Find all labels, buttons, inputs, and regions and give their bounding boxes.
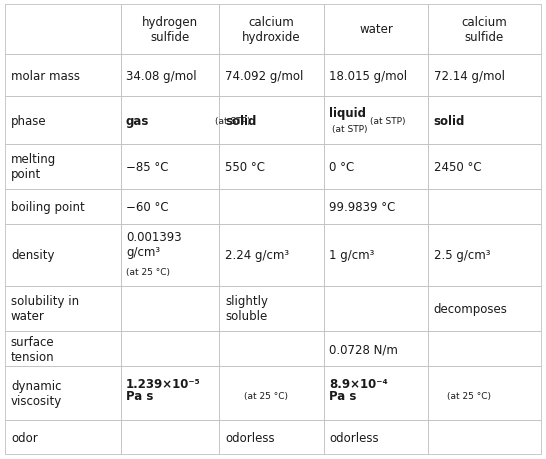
Text: 0.001393
g/cm³: 0.001393 g/cm³ [126, 231, 182, 259]
Bar [5, 420, 121, 454]
Bar [121, 97, 219, 144]
Bar [121, 144, 219, 190]
Bar [324, 420, 428, 454]
Bar [121, 5, 219, 55]
Text: 74.092 g/mol: 74.092 g/mol [225, 70, 304, 83]
Bar [428, 144, 541, 190]
Text: (at 25 °C): (at 25 °C) [244, 391, 288, 400]
Text: odor: odor [11, 431, 38, 443]
Bar [324, 286, 428, 331]
Text: 99.9839 °C: 99.9839 °C [329, 201, 396, 213]
Text: decomposes: decomposes [434, 302, 508, 315]
Bar [428, 366, 541, 420]
Text: (at STP): (at STP) [215, 116, 251, 125]
Bar [428, 224, 541, 286]
Bar [121, 366, 219, 420]
Text: water: water [359, 23, 393, 36]
Bar [219, 144, 324, 190]
Text: solid: solid [225, 114, 256, 127]
Bar [324, 366, 428, 420]
Text: 550 °C: 550 °C [225, 161, 265, 174]
Bar [324, 224, 428, 286]
Text: 1.239×10⁻⁵: 1.239×10⁻⁵ [126, 377, 201, 390]
Bar [324, 5, 428, 55]
Text: slightly
soluble: slightly soluble [225, 295, 268, 323]
Text: melting
point: melting point [11, 153, 56, 181]
Text: calcium
sulfide: calcium sulfide [461, 16, 507, 44]
Bar [428, 55, 541, 97]
Bar [324, 190, 428, 224]
Bar [121, 190, 219, 224]
Text: 72.14 g/mol: 72.14 g/mol [434, 70, 505, 83]
Bar [5, 144, 121, 190]
Bar [5, 286, 121, 331]
Text: −85 °C: −85 °C [126, 161, 169, 174]
Text: 34.08 g/mol: 34.08 g/mol [126, 70, 197, 83]
Text: 2.24 g/cm³: 2.24 g/cm³ [225, 249, 289, 262]
Bar [5, 190, 121, 224]
Text: 0.0728 N/m: 0.0728 N/m [329, 342, 398, 355]
Bar [428, 286, 541, 331]
Bar [219, 366, 324, 420]
Text: (at 25 °C): (at 25 °C) [447, 391, 491, 400]
Bar [5, 5, 121, 55]
Bar [219, 190, 324, 224]
Text: density: density [11, 249, 55, 262]
Text: boiling point: boiling point [11, 201, 85, 213]
Text: 18.015 g/mol: 18.015 g/mol [329, 70, 407, 83]
Text: (at 25 °C): (at 25 °C) [126, 268, 170, 277]
Text: calcium
hydroxide: calcium hydroxide [242, 16, 301, 44]
Text: Pa s: Pa s [329, 389, 357, 402]
Bar [324, 97, 428, 144]
Text: 8.9×10⁻⁴: 8.9×10⁻⁴ [329, 377, 388, 390]
Bar [121, 420, 219, 454]
Bar [121, 286, 219, 331]
Bar [324, 331, 428, 366]
Bar [219, 224, 324, 286]
Bar [219, 97, 324, 144]
Text: solid: solid [434, 114, 465, 127]
Bar [121, 331, 219, 366]
Text: odorless: odorless [329, 431, 379, 443]
Bar [219, 55, 324, 97]
Text: hydrogen
sulfide: hydrogen sulfide [142, 16, 198, 44]
Text: liquid: liquid [329, 107, 366, 120]
Bar [324, 144, 428, 190]
Text: −60 °C: −60 °C [126, 201, 169, 213]
Bar [219, 5, 324, 55]
Text: Pa s: Pa s [126, 389, 153, 402]
Text: (at STP): (at STP) [332, 125, 367, 134]
Text: 1 g/cm³: 1 g/cm³ [329, 249, 375, 262]
Bar [428, 5, 541, 55]
Bar [5, 224, 121, 286]
Text: (at STP): (at STP) [370, 116, 405, 125]
Text: dynamic
viscosity: dynamic viscosity [11, 379, 62, 407]
Bar [219, 331, 324, 366]
Bar [219, 286, 324, 331]
Text: solubility in
water: solubility in water [11, 295, 79, 323]
Bar [428, 420, 541, 454]
Text: odorless: odorless [225, 431, 275, 443]
Bar [428, 331, 541, 366]
Bar [5, 97, 121, 144]
Text: 2.5 g/cm³: 2.5 g/cm³ [434, 249, 490, 262]
Bar [121, 55, 219, 97]
Bar [5, 331, 121, 366]
Bar [428, 190, 541, 224]
Text: surface
tension: surface tension [11, 335, 55, 363]
Text: gas: gas [126, 114, 150, 127]
Text: molar mass: molar mass [11, 70, 80, 83]
Bar [5, 55, 121, 97]
Bar [428, 97, 541, 144]
Text: phase: phase [11, 114, 46, 127]
Text: 2450 °C: 2450 °C [434, 161, 481, 174]
Bar [324, 55, 428, 97]
Bar [219, 420, 324, 454]
Text: 0 °C: 0 °C [329, 161, 354, 174]
Bar [121, 224, 219, 286]
Bar [5, 366, 121, 420]
